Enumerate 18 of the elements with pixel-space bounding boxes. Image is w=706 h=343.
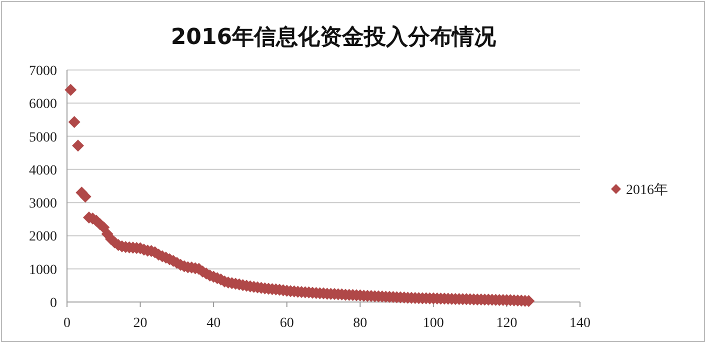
y-tick-label: 6000: [29, 97, 57, 112]
x-tick-label: 120: [496, 316, 518, 331]
y-tick-label: 4000: [29, 163, 57, 178]
y-tick-label: 7000: [29, 64, 57, 79]
chart-title: 2016年信息化资金投入分布情况: [170, 25, 498, 50]
x-tick-label: 140: [570, 316, 590, 331]
x-tick-label: 20: [133, 316, 148, 331]
y-tick-label: 3000: [29, 196, 57, 212]
x-tick-label: 40: [206, 316, 221, 331]
x-tick-label: 100: [422, 316, 444, 331]
y-tick-label: 0: [50, 296, 57, 311]
legend-label: 2016年: [626, 182, 668, 198]
x-tick-label: 80: [353, 316, 368, 331]
x-tick-label: 60: [280, 316, 294, 331]
x-tick-label: 0: [64, 316, 70, 331]
y-tick-label: 2000: [29, 230, 57, 245]
y-tick-label: 1000: [29, 262, 57, 278]
y-tick-label: 5000: [29, 130, 57, 146]
